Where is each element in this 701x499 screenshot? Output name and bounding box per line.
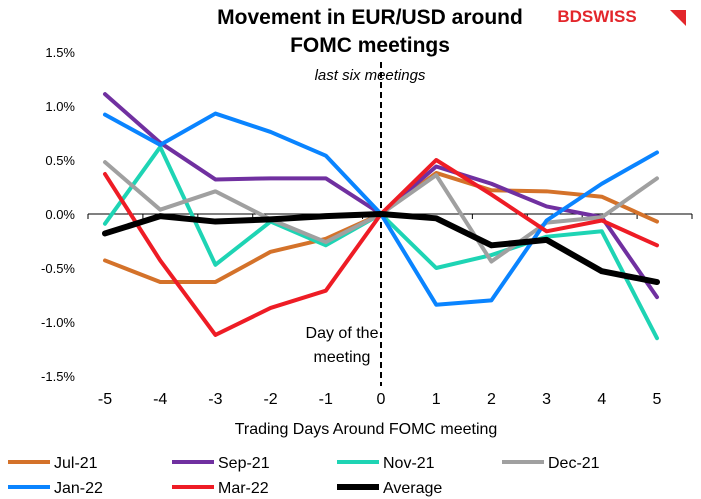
legend-item: Jan-22 [8, 480, 103, 497]
x-tick-label: -4 [153, 391, 167, 408]
legend-label: Jan-22 [54, 480, 103, 497]
x-tick-label: 2 [487, 391, 496, 408]
legend-item: Jul-21 [8, 455, 98, 472]
x-tick-label: 5 [653, 391, 662, 408]
x-axis-title: Trading Days Around FOMC meeting [235, 421, 498, 438]
x-tick-label: -2 [263, 391, 277, 408]
chart-title-line-2: FOMC meetings [290, 34, 450, 57]
logo: BDSWISS [557, 7, 686, 26]
legend-label: Nov-21 [383, 455, 435, 472]
x-tick-label: 0 [377, 391, 386, 408]
legend-label: Average [383, 480, 442, 497]
y-tick-label: -1.0% [41, 315, 75, 330]
legend-label: Dec-21 [548, 455, 600, 472]
y-tick-label: -0.5% [41, 261, 75, 276]
y-axis-ticks: 1.5% 1.0% 0.5% 0.0% -0.5% -1.0% -1.5% [41, 45, 75, 384]
annotation-line-1: Day of the [306, 325, 379, 342]
x-tick-label: -5 [98, 391, 112, 408]
x-tick-label: -3 [208, 391, 222, 408]
y-tick-label: 1.5% [45, 45, 75, 60]
x-tick-label: 3 [542, 391, 551, 408]
legend-item: Sep-21 [172, 455, 270, 472]
legend-item: Nov-21 [337, 455, 435, 472]
x-axis-tick-labels: -5 -4 -3 -2 -1 0 1 2 3 4 5 [98, 391, 662, 408]
y-tick-label: 1.0% [45, 99, 75, 114]
legend: Jul-21 Sep-21 Nov-21 Dec-21 Jan-22 Mar-22 Aver… [8, 455, 600, 497]
y-tick-label: 0.0% [45, 207, 75, 222]
legend-label: Mar-22 [218, 480, 269, 497]
legend-label: Jul-21 [54, 455, 98, 472]
legend-item: Average [337, 480, 442, 497]
y-tick-label: -1.5% [41, 369, 75, 384]
series-lines [102, 92, 660, 341]
legend-label: Sep-21 [218, 455, 270, 472]
x-tick-label: 4 [597, 391, 606, 408]
legend-item: Mar-22 [172, 480, 269, 497]
logo-text: BDSWISS [557, 7, 636, 26]
x-tick-label: 1 [432, 391, 441, 408]
chart-subtitle: last six meetings [315, 67, 426, 84]
series-line-average [102, 211, 660, 286]
y-tick-label: 0.5% [45, 153, 75, 168]
x-tick-label: -1 [319, 391, 333, 408]
annotation-line-2: meeting [314, 349, 371, 366]
logo-flag-icon [670, 10, 686, 26]
chart-title-line-1: Movement in EUR/USD around [217, 6, 523, 29]
legend-item: Dec-21 [502, 455, 600, 472]
